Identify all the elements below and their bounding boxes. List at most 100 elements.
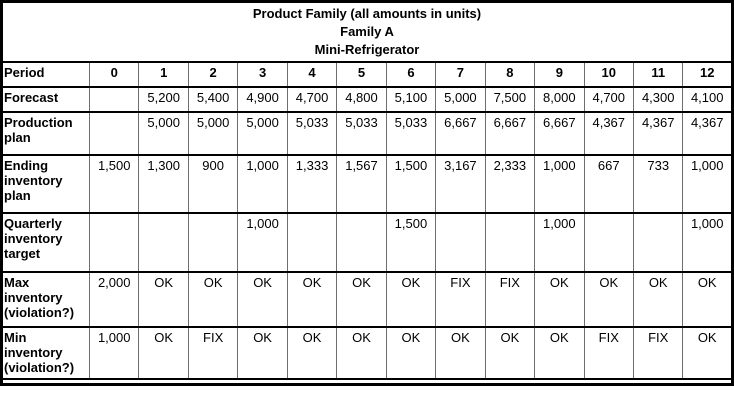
cell-production-plan-period-11: 4,367 (632, 110, 684, 156)
cell-forecast-period-6: 5,100 (385, 85, 437, 113)
cell-production-plan-period-4: 5,033 (286, 110, 338, 156)
row-label-production-plan: Production plan (1, 110, 90, 156)
row-label-quarterly-inventory-target: Quarterly inventory target (1, 211, 90, 273)
cell-quarterly-inventory-target-period-0 (88, 211, 140, 273)
cell-forecast-period-9: 8,000 (534, 85, 585, 113)
cell-production-plan-period-3: 5,000 (237, 110, 288, 156)
cell-min-inventory-violation-period-6: OK (385, 325, 437, 380)
cell-min-inventory-violation-period-1: OK (138, 325, 189, 380)
cell-production-plan-period-10: 4,367 (583, 110, 634, 156)
period-10-header: 10 (583, 60, 634, 88)
period-11-header: 11 (632, 60, 684, 88)
table-row-quarterly-inventory-target: Quarterly inventory target 1,000 1,500 1,00… (1, 211, 733, 273)
cell-max-inventory-violation-period-3: OK (237, 270, 288, 328)
cell-quarterly-inventory-target-period-10 (583, 211, 634, 273)
cell-quarterly-inventory-target-period-5 (336, 211, 387, 273)
cell-production-plan-period-0 (88, 110, 140, 156)
cell-max-inventory-violation-period-5: OK (336, 270, 387, 328)
cell-forecast-period-10: 4,700 (583, 85, 634, 113)
cell-production-plan-period-2: 5,000 (187, 110, 239, 156)
cell-forecast-period-5: 4,800 (336, 85, 387, 113)
cell-forecast-period-7: 5,000 (435, 85, 486, 113)
title-line-product-family: Product Family (all amounts in units) (252, 6, 482, 21)
cell-min-inventory-violation-period-3: OK (237, 325, 288, 380)
cell-min-inventory-violation-period-5: OK (336, 325, 387, 380)
cell-ending-inventory-plan-period-4: 1,333 (286, 153, 338, 214)
cell-ending-inventory-plan-period-3: 1,000 (237, 153, 288, 214)
period-8-header: 8 (484, 60, 536, 88)
footer-row (1, 377, 733, 386)
cell-quarterly-inventory-target-period-4 (286, 211, 338, 273)
cell-max-inventory-violation-period-10: OK (583, 270, 634, 328)
cell-max-inventory-violation-period-11: OK (632, 270, 684, 328)
cell-max-inventory-violation-period-12: OK (682, 270, 733, 328)
period-6-header: 6 (385, 60, 437, 88)
period-1-header: 1 (138, 60, 189, 88)
cell-quarterly-inventory-target-period-12: 1,000 (682, 211, 733, 273)
period-9-header: 9 (534, 60, 585, 88)
cell-max-inventory-violation-period-1: OK (138, 270, 189, 328)
product-family-plan-table: Product Family (all amounts in units) Fa… (0, 0, 734, 387)
cell-ending-inventory-plan-period-8: 2,333 (484, 153, 536, 214)
cell-ending-inventory-plan-period-7: 3,167 (435, 153, 486, 214)
cell-min-inventory-violation-period-9: OK (534, 325, 585, 380)
title-line-family: Family A (340, 24, 394, 40)
cell-ending-inventory-plan-period-1: 1,300 (138, 153, 189, 214)
cell-min-inventory-violation-period-7: OK (435, 325, 486, 380)
cell-ending-inventory-plan-period-5: 1,567 (336, 153, 387, 214)
cell-forecast-period-11: 4,300 (632, 85, 684, 113)
cell-ending-inventory-plan-period-0: 1,500 (88, 153, 140, 214)
cell-quarterly-inventory-target-period-7 (435, 211, 486, 273)
cell-min-inventory-violation-period-2: FIX (187, 325, 239, 380)
cell-quarterly-inventory-target-period-3: 1,000 (237, 211, 288, 273)
cell-quarterly-inventory-target-period-2 (187, 211, 239, 273)
table-row-ending-inventory-plan: Ending inventory plan 1,500 1,300 900 1,000 1… (1, 153, 733, 214)
table-title: Product Family (all amounts in units) Fa… (1, 0, 733, 63)
cell-max-inventory-violation-period-0: 2,000 (88, 270, 140, 328)
cell-min-inventory-violation-period-12: OK (682, 325, 733, 380)
cell-forecast-period-2: 5,400 (187, 85, 239, 113)
cell-ending-inventory-plan-period-10: 667 (583, 153, 634, 214)
cell-quarterly-inventory-target-period-8 (484, 211, 536, 273)
cell-quarterly-inventory-target-period-6: 1,500 (385, 211, 437, 273)
cell-ending-inventory-plan-period-9: 1,000 (534, 153, 585, 214)
cell-min-inventory-violation-period-8: OK (484, 325, 536, 380)
cell-max-inventory-violation-period-7: FIX (435, 270, 486, 328)
cell-max-inventory-violation-period-8: FIX (484, 270, 536, 328)
period-4-header: 4 (286, 60, 338, 88)
table-row-max-inventory-violation: Max inventory (violation?) 2,000 OK OK OK OK O… (1, 270, 733, 328)
period-row-label: Period (1, 60, 90, 88)
cell-production-plan-period-12: 4,367 (682, 110, 733, 156)
cell-ending-inventory-plan-period-12: 1,000 (682, 153, 733, 214)
title-row: Product Family (all amounts in units) Fa… (1, 0, 733, 63)
cell-ending-inventory-plan-period-2: 900 (187, 153, 239, 214)
period-3-header: 3 (237, 60, 288, 88)
cell-max-inventory-violation-period-2: OK (187, 270, 239, 328)
row-label-ending-inventory-plan: Ending inventory plan (1, 153, 90, 214)
footer-strip (1, 377, 733, 386)
cell-min-inventory-violation-period-10: FIX (583, 325, 634, 380)
period-header-row: Period 0 1 2 3 4 5 6 7 8 9 10 11 12 (1, 60, 733, 88)
title-line-product: Mini-Refrigerator (314, 42, 420, 58)
cell-min-inventory-violation-period-11: FIX (632, 325, 684, 380)
cell-min-inventory-violation-period-4: OK (286, 325, 338, 380)
period-2-header: 2 (187, 60, 239, 88)
table-row-forecast: Forecast 5,200 5,400 4,900 4,700 4,800 5,100 5,… (1, 85, 733, 113)
row-label-forecast: Forecast (1, 85, 90, 113)
cell-max-inventory-violation-period-6: OK (385, 270, 437, 328)
cell-forecast-period-8: 7,500 (484, 85, 536, 113)
period-5-header: 5 (336, 60, 387, 88)
table-row-production-plan: Production plan 5,000 5,000 5,000 5,033 5,033… (1, 110, 733, 156)
row-label-max-inventory-violation: Max inventory (violation?) (1, 270, 90, 328)
cell-forecast-period-4: 4,700 (286, 85, 338, 113)
cell-production-plan-period-7: 6,667 (435, 110, 486, 156)
cell-ending-inventory-plan-period-6: 1,500 (385, 153, 437, 214)
table-row-min-inventory-violation: Min inventory (violation?) 1,000 OK FIX OK OK… (1, 325, 733, 380)
cell-quarterly-inventory-target-period-9: 1,000 (534, 211, 585, 273)
cell-production-plan-period-6: 5,033 (385, 110, 437, 156)
cell-max-inventory-violation-period-4: OK (286, 270, 338, 328)
cell-production-plan-period-8: 6,667 (484, 110, 536, 156)
cell-quarterly-inventory-target-period-11 (632, 211, 684, 273)
row-label-min-inventory-violation: Min inventory (violation?) (1, 325, 90, 380)
